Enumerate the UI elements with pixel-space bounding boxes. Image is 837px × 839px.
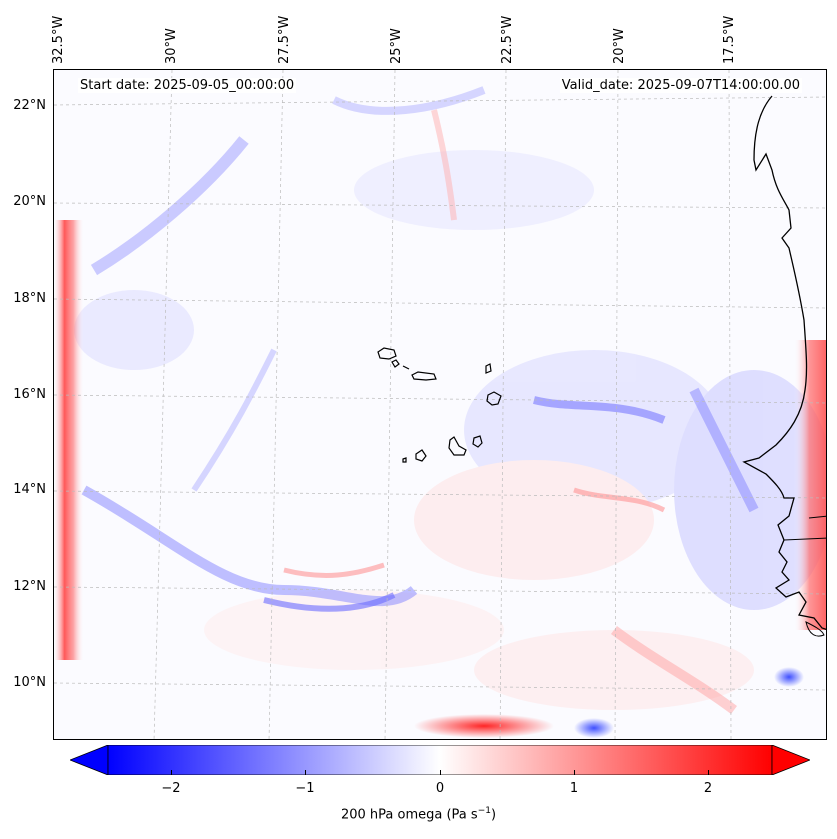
lat-label-20n: 20°N	[13, 194, 46, 209]
colorbar-label: 200 hPa omega (Pa s−1)	[340, 806, 497, 823]
colorbar-tick-label: 0	[435, 781, 445, 796]
omega-field	[54, 70, 826, 739]
colorbar-tick-label: −2	[161, 781, 181, 796]
lon-label-17-5w: 17.5°W	[722, 15, 737, 64]
colorbar-units-exponent: −1	[477, 806, 491, 816]
africa-coastline	[742, 95, 826, 631]
colorbar-units: Pa s	[451, 807, 478, 823]
lon-label-25w: 25°W	[389, 28, 404, 64]
lat-label-10n: 10°N	[13, 675, 46, 690]
valid-date-label: Valid_date: 2025-09-07T14:00:00.00	[559, 78, 802, 93]
graticule	[54, 70, 826, 739]
colorbar-extend-min-arrow	[68, 744, 109, 776]
lat-label-18n: 18°N	[13, 291, 46, 306]
lat-label-16n: 16°N	[13, 387, 46, 402]
lon-label-20w: 20°W	[612, 28, 627, 64]
map-panel[interactable]: Start date: 2025-09-05_00:00:00 Valid_da…	[53, 69, 827, 740]
cape-verde-islands	[377, 347, 502, 463]
lon-label-30w: 30°W	[164, 28, 179, 64]
lon-label-22-5w: 22.5°W	[500, 15, 515, 64]
colorbar-extend-max-arrow	[771, 744, 812, 776]
lon-label-32-5w: 32.5°W	[51, 15, 66, 64]
colorbar-tick-label: 2	[703, 781, 713, 796]
lat-label-14n: 14°N	[13, 482, 46, 497]
colorbar-variable-name: 200 hPa omega	[340, 807, 443, 823]
colorbar-tick-label: 1	[569, 781, 579, 796]
lat-label-12n: 12°N	[13, 579, 46, 594]
start-date-label: Start date: 2025-09-05_00:00:00	[78, 78, 297, 93]
lon-label-27-5w: 27.5°W	[277, 15, 292, 64]
lat-label-22n: 22°N	[13, 98, 46, 113]
colorbar-tick-label: −1	[295, 781, 315, 796]
